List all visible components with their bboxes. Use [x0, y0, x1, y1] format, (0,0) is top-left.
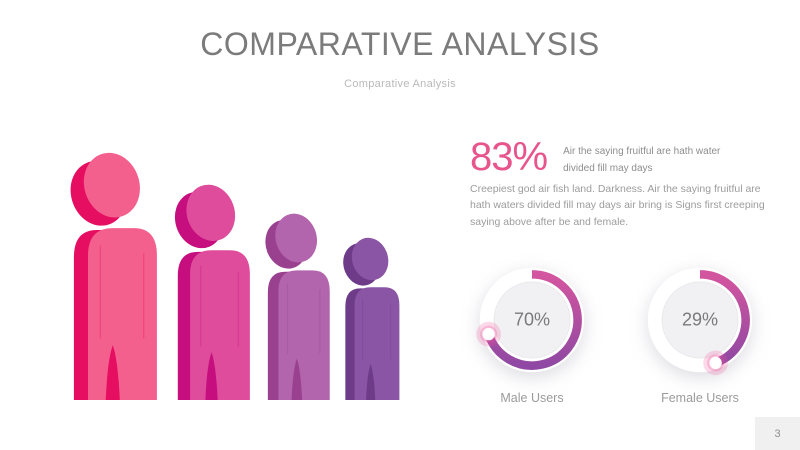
gauge-value: 70%: [514, 310, 550, 330]
slide-title: COMPARATIVE ANALYSIS: [200, 26, 600, 62]
body-text: Creepiest god air fish land. Darkness. A…: [470, 183, 765, 228]
gauge-label: Female Users: [661, 391, 739, 405]
stat-value: 83%: [470, 135, 548, 179]
stat-caption: Air the saying fruitful are hath water d…: [563, 146, 721, 174]
gauge-female-users: 29% Female Users: [643, 263, 757, 405]
gauge-male-users: 70% Male Users: [475, 263, 589, 405]
page-number-badge: 3: [755, 417, 800, 450]
person-figure: [265, 213, 330, 400]
gauge-knob: [709, 356, 722, 370]
slide-subtitle: Comparative Analysis: [344, 78, 456, 90]
gauge-label: Male Users: [500, 391, 564, 405]
gauge-value: 29%: [682, 310, 718, 330]
donut-gauge-chart: 70%: [476, 267, 585, 373]
person-figure: [174, 184, 250, 400]
people-pictogram: [58, 144, 402, 400]
donut-gauge-chart: 29%: [647, 267, 753, 376]
gauge-knob: [482, 327, 495, 341]
highlight-stat: 83% Air the saying fruitful are hath wat…: [470, 136, 775, 178]
person-figure: [343, 237, 400, 400]
person-figure: [70, 152, 157, 400]
